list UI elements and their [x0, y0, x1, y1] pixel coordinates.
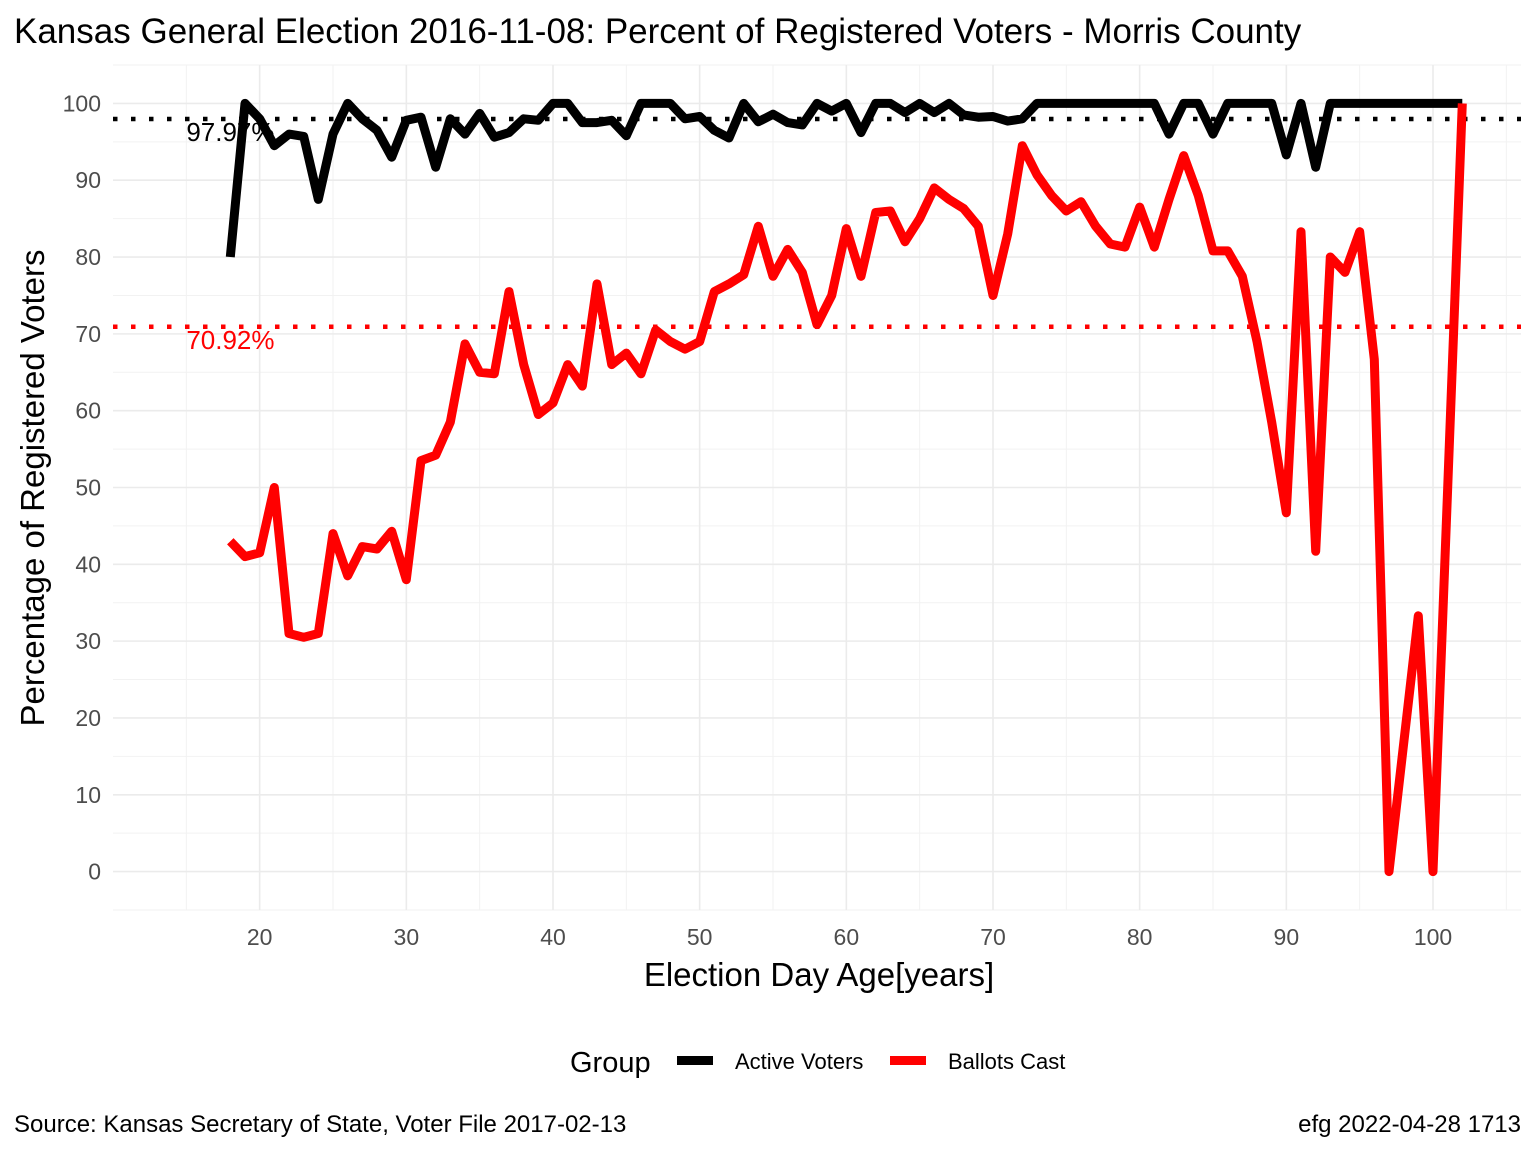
series-line-active-voters [225, 98, 1463, 258]
series-lines [225, 98, 1467, 877]
x-tick-label: 30 [394, 924, 420, 950]
x-tick-label: 70 [980, 924, 1006, 950]
legend-key-active-voters [677, 1056, 713, 1065]
legend-title: Group [570, 1047, 651, 1079]
x-tick-label: 40 [540, 924, 566, 950]
x-tick-label: 20 [247, 924, 273, 950]
y-tick-label: 50 [75, 475, 101, 501]
series-line-ballots-cast [227, 103, 1467, 877]
legend: Group Active Voters Ballots Cast [570, 1047, 1065, 1079]
x-tick-label: 100 [1414, 924, 1452, 950]
legend-key-ballots-cast [890, 1056, 926, 1065]
y-tick-label: 80 [75, 244, 101, 270]
reference-label: 70.92% [186, 325, 274, 355]
chart-title: Kansas General Election 2016-11-08: Perc… [14, 12, 1302, 51]
y-tick-label: 60 [75, 398, 101, 424]
legend-label-active-voters: Active Voters [735, 1049, 863, 1074]
x-tick-label: 80 [1127, 924, 1153, 950]
x-axis-title: Election Day Age[years] [644, 956, 994, 993]
x-tick-label: 60 [834, 924, 860, 950]
x-tick-label: 50 [687, 924, 713, 950]
grid-major [113, 65, 1521, 910]
legend-label-ballots-cast: Ballots Cast [948, 1049, 1065, 1074]
reference-label: 97.97% [186, 117, 274, 147]
y-tick-label: 40 [75, 551, 101, 577]
y-tick-label: 100 [63, 90, 101, 116]
y-tick-label: 0 [88, 859, 101, 885]
reference-labels: 97.97% 70.92% [186, 117, 274, 355]
y-tick-label: 10 [75, 782, 101, 808]
x-tick-labels: 20 30 40 50 60 70 80 90 100 [247, 924, 1452, 950]
y-tick-label: 70 [75, 321, 101, 347]
y-axis-title: Percentage of Registered Voters [14, 250, 51, 727]
credit-caption: efg 2022-04-28 1713 [1298, 1111, 1521, 1138]
source-caption: Source: Kansas Secretary of State, Voter… [14, 1111, 626, 1138]
y-tick-labels: 0 10 20 30 40 50 60 70 80 90 100 [63, 90, 101, 884]
y-tick-label: 90 [75, 167, 101, 193]
y-tick-label: 20 [75, 705, 101, 731]
x-tick-label: 90 [1274, 924, 1300, 950]
y-tick-label: 30 [75, 628, 101, 654]
